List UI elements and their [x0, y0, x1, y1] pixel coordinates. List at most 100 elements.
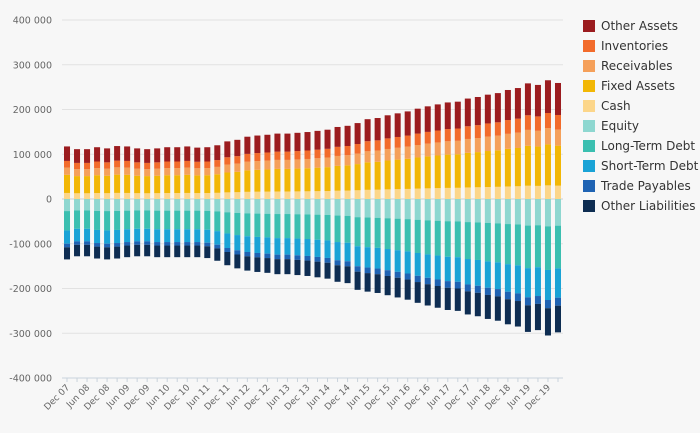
bar-segment: [214, 192, 221, 199]
bar-segment: [64, 247, 71, 260]
bar-segment: [494, 186, 501, 199]
bar-segment: [274, 168, 281, 192]
bar-segment: [254, 191, 261, 199]
bar-segment: [534, 84, 541, 117]
bar-segment: [194, 161, 201, 169]
bars: [64, 80, 561, 336]
bar-group: [84, 149, 91, 257]
legend-item[interactable]: Other Liabilities: [583, 199, 696, 213]
bar-segment: [544, 185, 551, 199]
bar-segment: [64, 174, 71, 193]
bar-segment: [194, 199, 201, 211]
bar-segment: [144, 162, 151, 170]
bar-segment: [234, 163, 241, 172]
legend-label: Cash: [601, 99, 631, 113]
bar-segment: [284, 159, 291, 169]
bar-segment: [344, 190, 351, 199]
bar-group: [504, 89, 511, 325]
bar-segment: [444, 281, 451, 288]
bar-segment: [224, 164, 231, 173]
bar-segment: [304, 158, 311, 169]
bar-segment: [484, 287, 491, 295]
bar-segment: [104, 148, 111, 163]
bar-segment: [414, 133, 421, 146]
bar-segment: [494, 93, 501, 123]
bar-segment: [354, 153, 361, 165]
bar-segment: [544, 300, 551, 309]
bar-segment: [304, 150, 311, 159]
bar-segment: [174, 147, 181, 162]
legend-item[interactable]: Cash: [583, 99, 631, 113]
bar-segment: [394, 136, 401, 148]
legend-label: Other Assets: [601, 19, 678, 33]
bar-segment: [214, 166, 221, 175]
bar-segment: [404, 158, 411, 189]
bar-group: [404, 111, 411, 300]
bar-segment: [464, 259, 471, 285]
bar-segment: [144, 176, 151, 194]
legend-item[interactable]: Inventories: [583, 39, 668, 53]
y-tick-label: -400 000: [9, 374, 52, 385]
bar-segment: [244, 213, 251, 237]
bar-segment: [434, 130, 441, 143]
legend-item[interactable]: Fixed Assets: [583, 79, 675, 93]
bar-segment: [174, 242, 181, 246]
bar-segment: [234, 156, 241, 164]
bar-segment: [414, 219, 421, 253]
bar-segment: [84, 210, 91, 229]
bar-segment: [134, 244, 141, 257]
bar-segment: [114, 246, 121, 259]
bar-segment: [244, 191, 251, 199]
legend-item[interactable]: Short-Term Debt: [583, 159, 699, 173]
bar-segment: [414, 145, 421, 158]
bar-group: [204, 147, 211, 259]
bar-segment: [384, 199, 391, 219]
bar-segment: [374, 199, 381, 218]
bar-segment: [214, 211, 221, 232]
bar-segment: [154, 168, 161, 176]
legend-item[interactable]: Receivables: [583, 59, 673, 73]
x-tick-label: Dec 07: [43, 383, 73, 413]
legend-item[interactable]: Other Assets: [583, 19, 678, 33]
bar-segment: [484, 222, 491, 262]
bar-segment: [374, 247, 381, 269]
bar-segment: [124, 229, 131, 243]
bar-segment: [324, 262, 331, 279]
bar-segment: [304, 239, 311, 256]
bar-segment: [544, 128, 551, 145]
bar-segment: [114, 160, 121, 168]
bar-segment: [294, 255, 301, 260]
bar-group: [464, 98, 471, 315]
bar-segment: [324, 240, 331, 258]
bar-segment: [104, 230, 111, 244]
bar-segment: [114, 167, 121, 175]
bar-group: [224, 141, 231, 266]
legend-item[interactable]: Long-Term Debt: [583, 139, 695, 153]
bar-segment: [64, 243, 71, 248]
legend-swatch: [583, 120, 595, 132]
bar-segment: [324, 191, 331, 199]
bar-segment: [194, 210, 201, 230]
bar-segment: [524, 129, 531, 146]
legend-item[interactable]: Equity: [583, 119, 639, 133]
bar-segment: [174, 210, 181, 230]
bar-segment: [494, 199, 501, 224]
bar-segment: [174, 168, 181, 176]
bar-segment: [284, 191, 291, 199]
bar-segment: [84, 193, 91, 199]
bar-segment: [514, 199, 521, 225]
bar-segment: [514, 147, 521, 187]
bar-segment: [214, 244, 221, 249]
bar-segment: [554, 129, 561, 146]
bar-segment: [364, 247, 371, 268]
bar-segment: [264, 152, 271, 161]
bar-segment: [194, 242, 201, 246]
bar-segment: [234, 171, 241, 193]
legend-item[interactable]: Trade Payables: [583, 179, 691, 193]
bar-segment: [284, 259, 291, 275]
bar-segment: [124, 245, 131, 258]
bar-segment: [104, 193, 111, 199]
bar-segment: [344, 125, 351, 146]
bar-segment: [464, 126, 471, 139]
